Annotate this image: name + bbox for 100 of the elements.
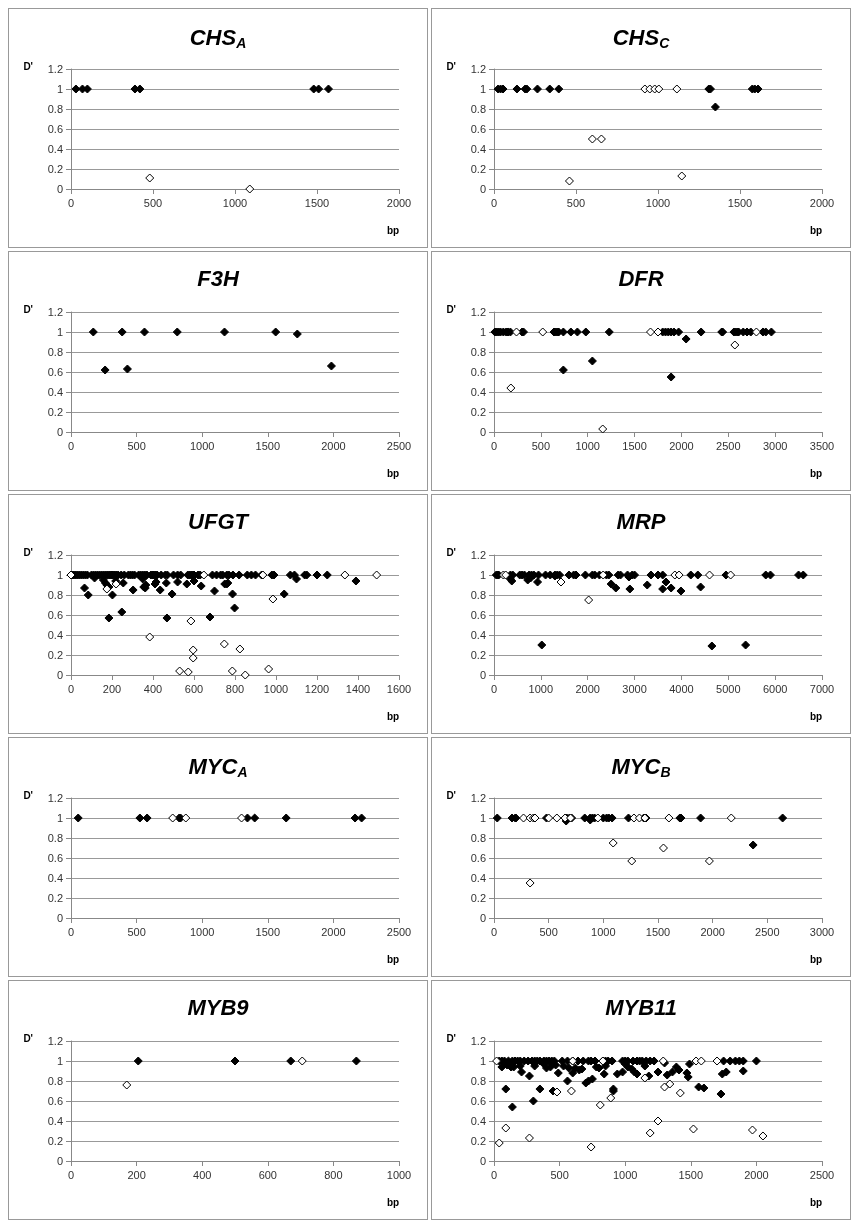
x-tick-label: 2500 bbox=[386, 439, 412, 452]
y-tick-label: 0.4 bbox=[470, 629, 486, 641]
x-tick-label: 0 bbox=[67, 1168, 75, 1181]
x-tick-label: 800 bbox=[225, 682, 245, 695]
x-tick-label: 500 bbox=[566, 196, 586, 209]
y-tick-label: 1 bbox=[479, 812, 486, 824]
x-tick-label: 0 bbox=[490, 682, 498, 695]
y-tick-label: 1.2 bbox=[47, 306, 63, 318]
x-tick-label: 2000 bbox=[321, 925, 346, 938]
y-tick-label: 0 bbox=[479, 426, 486, 438]
y-tick-label: 0.6 bbox=[47, 1095, 63, 1107]
x-tick-label: 1500 bbox=[255, 439, 281, 452]
y-tick-label: 0 bbox=[56, 1155, 63, 1167]
x-tick-label: 500 bbox=[143, 196, 163, 209]
y-tick-label: 0.2 bbox=[47, 649, 63, 661]
y-tick-label: 1 bbox=[56, 83, 63, 95]
y-axis-title: D' bbox=[23, 1032, 33, 1044]
y-axis-title: D' bbox=[446, 303, 456, 315]
y-tick-label: 0.8 bbox=[470, 346, 486, 358]
x-axis-title: bp bbox=[810, 224, 823, 236]
y-tick-label: 0.4 bbox=[470, 386, 486, 398]
y-tick-label: 0.8 bbox=[47, 1075, 63, 1087]
x-tick-label: 0 bbox=[490, 925, 498, 938]
x-tick-label: 500 bbox=[539, 925, 558, 938]
y-tick-label: 0.4 bbox=[47, 386, 63, 398]
chart-title: F3H bbox=[197, 265, 240, 291]
y-tick-label: 0.4 bbox=[470, 1115, 486, 1127]
x-tick-label: 2000 bbox=[744, 1168, 769, 1181]
y-tick-label: 1.2 bbox=[470, 306, 486, 318]
y-tick-label: 1 bbox=[479, 83, 486, 95]
x-tick-label: 1500 bbox=[727, 196, 753, 209]
x-tick-label: 2000 bbox=[321, 439, 346, 452]
y-tick-label: 0.4 bbox=[47, 143, 63, 155]
y-tick-label: 0.2 bbox=[470, 406, 486, 418]
x-tick-label: 2000 bbox=[386, 196, 412, 209]
y-tick-label: 1.2 bbox=[47, 63, 63, 75]
x-tick-label: 1500 bbox=[678, 1168, 704, 1181]
y-tick-label: 1.2 bbox=[470, 549, 486, 561]
x-tick-label: 2500 bbox=[716, 439, 741, 452]
y-tick-label: 1.2 bbox=[470, 63, 486, 75]
y-tick-label: 0.6 bbox=[470, 123, 486, 135]
y-tick-label: 0 bbox=[479, 912, 486, 924]
x-tick-label: 800 bbox=[324, 1168, 343, 1181]
y-axis-title: D' bbox=[23, 789, 33, 801]
x-tick-label: 2500 bbox=[809, 1168, 835, 1181]
y-tick-label: 0.4 bbox=[470, 143, 486, 155]
x-tick-label: 2000 bbox=[575, 682, 600, 695]
x-tick-label: 7000 bbox=[809, 682, 835, 695]
y-tick-label: 0.8 bbox=[47, 346, 63, 358]
x-tick-label: 1000 bbox=[263, 682, 289, 695]
x-tick-label: 400 bbox=[193, 1168, 212, 1181]
x-tick-label: 500 bbox=[531, 439, 551, 452]
chart-title: DFR bbox=[618, 265, 664, 291]
x-tick-label: 0 bbox=[67, 682, 75, 695]
x-tick-label: 1000 bbox=[528, 682, 554, 695]
x-tick-label: 200 bbox=[102, 682, 122, 695]
y-tick-label: 1 bbox=[56, 569, 63, 581]
y-tick-label: 0.8 bbox=[47, 589, 63, 601]
y-tick-label: 0.8 bbox=[470, 832, 486, 844]
y-tick-label: 0.2 bbox=[470, 163, 486, 175]
x-tick-label: 2000 bbox=[669, 439, 694, 452]
x-tick-label: 1500 bbox=[622, 439, 647, 452]
y-axis-title: D' bbox=[446, 789, 456, 801]
y-tick-label: 1.2 bbox=[47, 549, 63, 561]
y-tick-label: 0.2 bbox=[47, 892, 63, 904]
chart-title: MYB9 bbox=[187, 994, 250, 1020]
x-tick-label: 1000 bbox=[189, 925, 215, 938]
x-tick-label: 1200 bbox=[304, 682, 330, 695]
x-tick-label: 1500 bbox=[304, 196, 330, 209]
x-tick-label: 1000 bbox=[612, 1168, 638, 1181]
x-axis-title: bp bbox=[387, 710, 400, 722]
y-tick-label: 0.8 bbox=[47, 832, 63, 844]
y-axis-title: D' bbox=[446, 546, 456, 558]
y-tick-label: 1 bbox=[56, 326, 63, 338]
x-tick-label: 0 bbox=[490, 439, 498, 452]
x-tick-label: 200 bbox=[127, 1168, 146, 1181]
y-tick-label: 0 bbox=[56, 669, 63, 681]
x-tick-label: 600 bbox=[184, 682, 204, 695]
x-tick-label: 3000 bbox=[762, 439, 788, 452]
y-tick-label: 1.2 bbox=[47, 792, 63, 804]
x-tick-label: 0 bbox=[67, 196, 75, 209]
y-axis-title: D' bbox=[23, 546, 33, 558]
y-tick-label: 0.8 bbox=[47, 103, 63, 115]
x-axis-title: bp bbox=[810, 710, 823, 722]
x-tick-label: 1000 bbox=[575, 439, 600, 452]
x-tick-label: 2000 bbox=[809, 196, 835, 209]
y-tick-label: 0.6 bbox=[470, 366, 486, 378]
x-tick-label: 500 bbox=[127, 925, 146, 938]
y-tick-label: 0 bbox=[56, 912, 63, 924]
y-tick-label: 0.6 bbox=[470, 609, 486, 621]
y-tick-label: 1 bbox=[56, 812, 63, 824]
y-tick-label: 0.6 bbox=[47, 609, 63, 621]
x-tick-label: 400 bbox=[143, 682, 163, 695]
y-tick-label: 0.2 bbox=[47, 1135, 63, 1147]
y-tick-label: 0 bbox=[479, 1155, 486, 1167]
x-tick-label: 2000 bbox=[700, 925, 725, 938]
x-tick-label: 600 bbox=[258, 1168, 277, 1181]
y-tick-label: 1 bbox=[479, 326, 486, 338]
y-tick-label: 0.2 bbox=[470, 892, 486, 904]
y-tick-label: 1.2 bbox=[470, 1035, 486, 1047]
